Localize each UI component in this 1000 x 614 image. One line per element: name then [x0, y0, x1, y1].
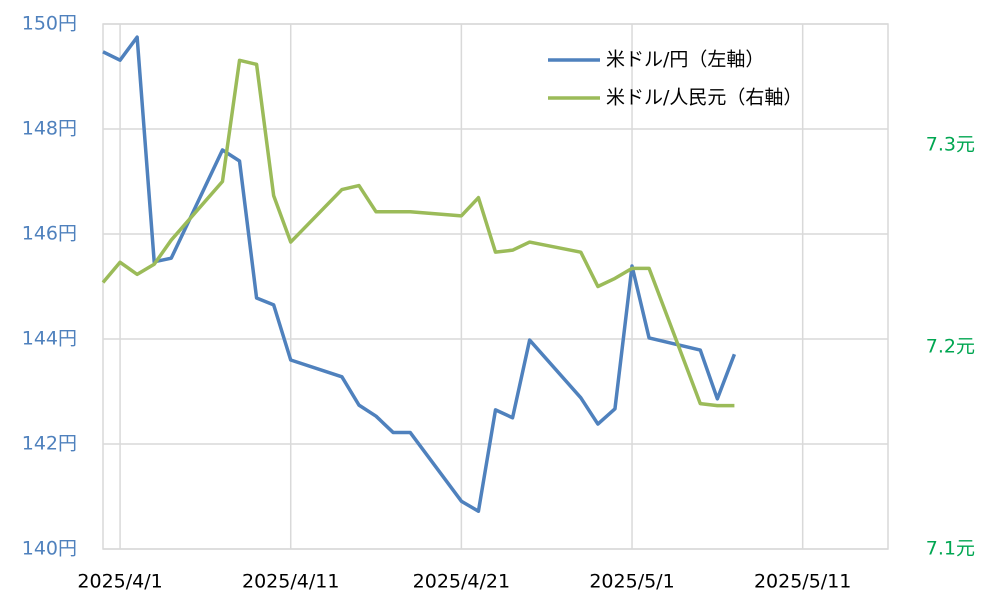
- x-tick-label: 2025/5/1: [589, 571, 674, 593]
- x-tick-label: 2025/4/21: [413, 571, 510, 593]
- y-tick-label: 144円: [22, 328, 77, 350]
- y-tick-label: 150円: [22, 13, 77, 35]
- series-line: [102, 35, 737, 513]
- y-tick-label: 140円: [22, 538, 77, 560]
- y-tick-label: 142円: [22, 433, 77, 455]
- y-tick-label: 148円: [22, 118, 77, 140]
- legend-label: 米ドル/円（左軸）: [606, 49, 764, 71]
- plot-frame: [102, 23, 889, 550]
- series-line: [101, 58, 735, 408]
- y2-tick-label: 7.1元: [926, 538, 975, 560]
- x-tick-label: 2025/4/1: [77, 571, 162, 593]
- x-tick-label: 2025/4/11: [242, 571, 339, 593]
- y-tick-label: 146円: [22, 223, 77, 245]
- y2-tick-label: 7.2元: [926, 336, 975, 358]
- y2-tick-label: 7.3元: [926, 134, 975, 156]
- x-tick-label: 2025/5/11: [754, 571, 851, 593]
- legend-label: 米ドル/人民元（右軸）: [606, 87, 802, 109]
